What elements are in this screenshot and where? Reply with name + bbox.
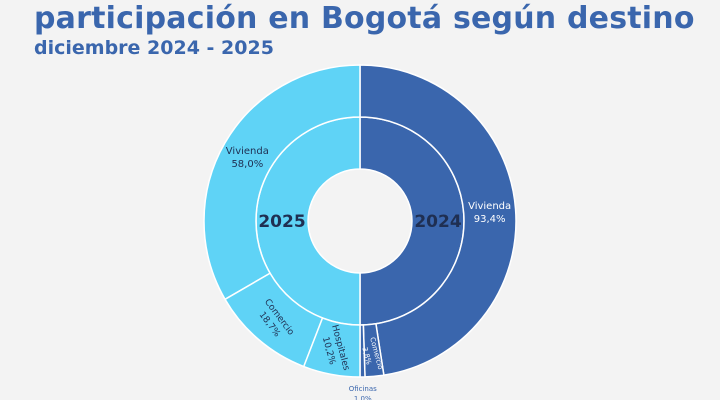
chart-subtitle: diciembre 2024 - 2025 <box>34 37 274 59</box>
chart-title: participación en Bogotá según destino <box>34 1 695 36</box>
slice-name-text: Vivienda <box>226 146 269 157</box>
slice-pct-text: 1,0% <box>354 395 372 400</box>
slice-2025-hospitales <box>302 317 361 378</box>
slice-label-2024-oficinas: Oficinas 1,0% <box>349 385 377 400</box>
slice-label-2024-vivienda: Vivienda 93,4% <box>468 201 511 225</box>
slice-name-text: Vivienda <box>468 201 511 212</box>
slice-pct-text: 93,4% <box>474 214 506 225</box>
slice-label-2025-vivienda: Vivienda 58,0% <box>226 146 269 170</box>
slice-2024-vivienda <box>359 64 517 377</box>
year-label-2024: 2024 <box>414 212 461 232</box>
slice-name-text: Oficinas <box>349 385 377 393</box>
slice-2025-comercio <box>224 272 324 368</box>
slice-2025-vivienda <box>203 64 361 301</box>
slice-pct-text: 58,0% <box>231 159 263 170</box>
year-label-2025: 2025 <box>258 212 305 232</box>
